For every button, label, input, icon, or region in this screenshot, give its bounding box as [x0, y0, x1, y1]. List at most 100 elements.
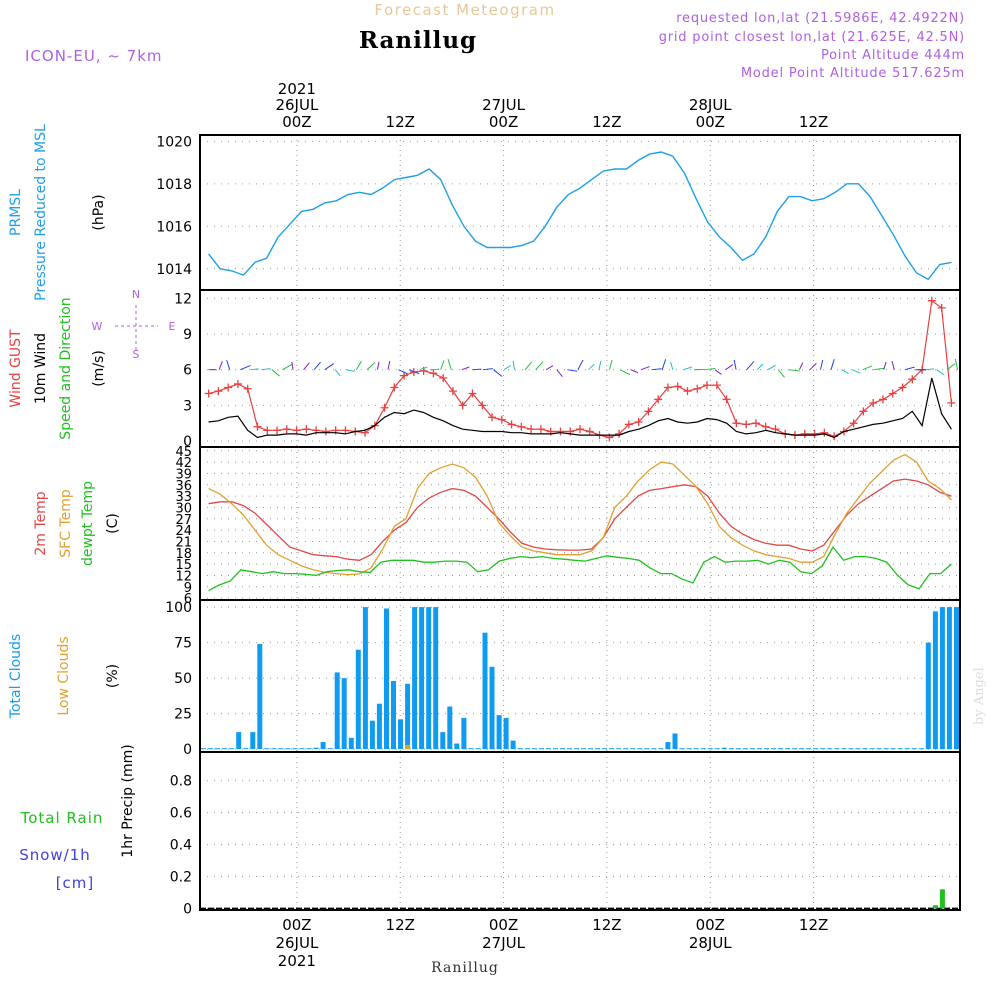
total-cloud-bar	[876, 748, 882, 750]
wind-direction-arrow	[619, 369, 631, 376]
wind-direction-arrow	[733, 359, 737, 370]
gust-marker	[282, 425, 291, 434]
precip-panel: 0 0.2 0.4 0.6 0.8 1hr Precip (mm) Total Rain Sn…	[19, 744, 960, 917]
time-tick-label: 00Z	[489, 113, 518, 131]
wind-direction-arrow	[461, 366, 470, 371]
total-cloud-bar	[208, 748, 213, 750]
y-tick-label: 100	[165, 600, 192, 616]
gust-marker	[898, 383, 907, 392]
pressure-line	[208, 151, 952, 281]
total-cloud-bar	[552, 748, 558, 750]
wind-direction-arrow	[282, 363, 293, 371]
total-cloud-bar	[355, 649, 361, 750]
y-tick-label: 24	[175, 524, 192, 539]
time-tick-label: 12Z	[592, 916, 621, 934]
precip-legend-label: Snow/1h	[19, 846, 91, 864]
total-cloud-bar	[531, 748, 537, 750]
total-cloud-bar	[243, 748, 249, 750]
y-axis-label: (m/s)	[91, 350, 107, 387]
y-tick-label: 0	[183, 434, 192, 450]
wind-direction-arrow	[609, 359, 613, 370]
wind-direction-arrow	[598, 360, 602, 370]
total-cloud-bar	[721, 747, 727, 750]
total-cloud-bar	[376, 703, 382, 750]
total-cloud-bar	[848, 748, 854, 750]
total-cloud-bar	[426, 607, 432, 750]
time-tick-label: 00Z	[282, 916, 311, 934]
y-tick-label: 0	[183, 901, 192, 917]
time-tick-label: 28JUL	[689, 934, 732, 952]
total-cloud-bar	[946, 607, 952, 750]
gust-line	[208, 299, 952, 439]
panel-frame	[199, 599, 961, 753]
wind-direction-arrow	[788, 369, 800, 372]
total-cloud-bar	[503, 717, 509, 750]
gust-marker	[439, 374, 448, 383]
wind-direction-arrow	[482, 368, 493, 371]
y-tick-label: 21	[175, 535, 192, 550]
y-axis-label: Pressure Reduced to MSL	[33, 124, 49, 301]
wind-direction-arrow	[904, 366, 915, 371]
y-axis-label: 10m Wind	[33, 333, 49, 404]
gust-marker	[527, 425, 536, 434]
total-cloud-bar	[391, 681, 396, 750]
gust-marker	[859, 407, 868, 416]
total-cloud-bar	[581, 748, 586, 750]
wind-direction-arrow	[250, 368, 259, 371]
total-cloud-bar	[538, 748, 544, 750]
gust-marker	[507, 420, 516, 429]
gust-marker	[712, 381, 721, 390]
model-altitude: Model Point Altitude 517.625m	[741, 66, 965, 81]
y-tick-label: 0.6	[170, 806, 192, 822]
gust-marker	[585, 427, 594, 436]
time-tick-label: 12Z	[799, 113, 828, 131]
low-cloud-bar	[405, 744, 411, 750]
y-tick-label: 45	[175, 445, 192, 460]
wind-direction-arrow	[756, 363, 764, 371]
total-cloud-bar	[313, 747, 319, 750]
gust-marker	[497, 415, 506, 424]
total-cloud-bar	[897, 748, 903, 750]
product-title: Forecast Meteogram	[374, 1, 555, 19]
wind-direction-arrow	[746, 361, 755, 371]
total-cloud-bar	[362, 607, 368, 750]
gust-marker	[341, 426, 350, 435]
total-cloud-bar	[749, 748, 755, 750]
total-cloud-bar	[341, 678, 347, 750]
clouds-panel: 0 25 50 75 100 Total Clouds Low Clouds (%)	[8, 600, 960, 758]
gust-marker	[458, 401, 467, 410]
total-cloud-bar	[588, 748, 593, 750]
wind-direction-arrow	[387, 360, 391, 370]
rain-bar	[932, 905, 938, 909]
total-cloud-bar	[686, 748, 692, 750]
total-cloud-bar	[918, 748, 924, 750]
time-tick-label: 27JUL	[482, 934, 525, 952]
total-cloud-bar	[475, 748, 481, 750]
wind-direction-arrow	[493, 369, 503, 377]
gust-marker	[927, 296, 936, 305]
total-cloud-bar	[559, 748, 565, 750]
total-cloud-bar	[454, 743, 460, 750]
total-cloud-bar	[911, 748, 917, 750]
wind-direction-arrow	[777, 369, 785, 378]
time-tick-label: 2021	[278, 952, 316, 970]
wind-direction-arrow	[651, 368, 662, 371]
total-cloud-bar	[644, 748, 650, 750]
wind-direction-arrow	[661, 359, 667, 370]
gust-marker	[820, 428, 829, 437]
gust-marker	[673, 382, 682, 391]
wind-direction-arrow	[334, 369, 341, 377]
y-axis-label: Low Clouds	[56, 636, 72, 715]
total-cloud-bar	[250, 732, 256, 750]
y-tick-label: 36	[175, 479, 192, 494]
compass-rose-icon	[115, 305, 158, 350]
total-cloud-bar	[595, 748, 601, 750]
gust-marker	[888, 389, 897, 398]
total-cloud-bar	[517, 748, 523, 750]
total-cloud-bar	[904, 748, 910, 750]
gust-marker	[771, 425, 780, 434]
panel-frame	[199, 289, 961, 448]
wind-direction-arrow	[567, 369, 578, 372]
wind-direction-arrow	[524, 361, 532, 371]
